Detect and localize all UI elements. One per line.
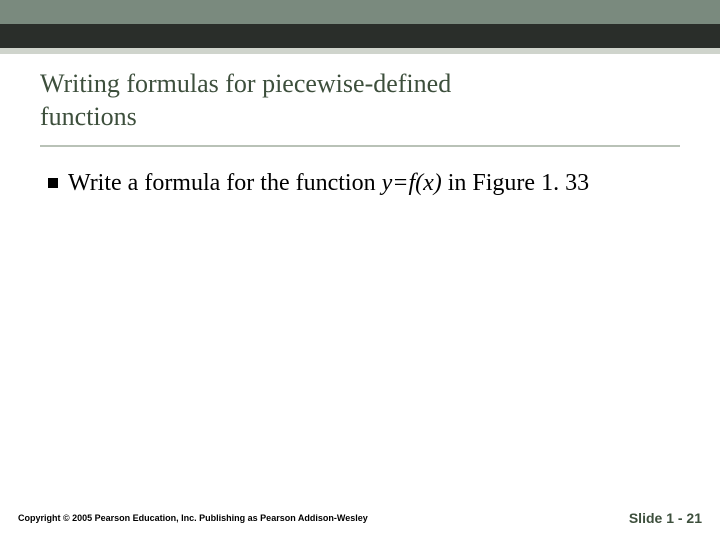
slide-body: Write a formula for the function y=f(x) … xyxy=(0,147,720,199)
bullet-text-ital: y=f(x) xyxy=(382,170,442,196)
header-band xyxy=(0,0,720,54)
bullet-item: Write a formula for the function y=f(x) … xyxy=(48,167,680,199)
title-line-1: Writing formulas for piecewise-defined xyxy=(40,69,451,98)
square-bullet-icon xyxy=(48,178,58,188)
slide-footer: Copyright © 2005 Pearson Education, Inc.… xyxy=(0,504,720,540)
slide-title: Writing formulas for piecewise-defined f… xyxy=(0,54,720,143)
bullet-text: Write a formula for the function y=f(x) … xyxy=(68,167,589,199)
slide-number: Slide 1 - 21 xyxy=(629,510,702,526)
title-line-2: functions xyxy=(40,102,137,131)
bullet-text-post: in Figure 1. 33 xyxy=(442,170,589,196)
bullet-text-pre: Write a formula for the function xyxy=(68,170,382,196)
band-upper xyxy=(0,0,720,24)
band-line xyxy=(0,48,720,54)
copyright-text: Copyright © 2005 Pearson Education, Inc.… xyxy=(18,513,368,523)
band-dark xyxy=(0,24,720,48)
